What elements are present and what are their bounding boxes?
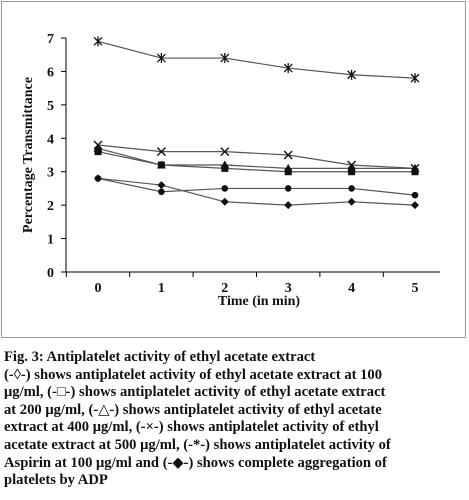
y-tick-label: 6 [47, 65, 54, 80]
y-tick-label: 5 [47, 99, 54, 114]
marker-asterisk [283, 63, 293, 74]
marker-asterisk [410, 73, 420, 84]
x-axis-label: Time (in min) [218, 294, 301, 309]
figure-caption: Fig. 3: Antiplatelet activity of ethyl a… [4, 349, 466, 490]
caption-line: (-◊-) shows antiplatelet activity of eth… [4, 366, 383, 383]
marker-diamond [94, 174, 102, 183]
x-tick-label: 5 [412, 281, 419, 296]
marker-square [221, 164, 229, 172]
marker-asterisk [347, 69, 357, 80]
y-tick-label: 7 [47, 32, 54, 47]
marker-square [157, 161, 165, 169]
marker-diamond [157, 181, 166, 190]
caption-line: extract at 400 μg/ml, (-×-) shows antipl… [4, 419, 379, 436]
marker-circle [158, 188, 165, 196]
marker-circle [284, 185, 292, 192]
marker-diamond [284, 201, 293, 210]
marker-diamond [411, 201, 419, 210]
caption-line: Aspirin at 100 μg/ml and (-◆-) shows com… [4, 454, 387, 471]
caption-line: μg/ml, (-□-) shows antiplatelet activity… [4, 384, 386, 401]
marker-circle [411, 191, 419, 199]
marker-circle [221, 185, 229, 192]
series-line-asterisk [97, 40, 416, 79]
series-line-square [97, 151, 415, 173]
x-tick-label: 2 [221, 281, 228, 296]
marker-diamond [220, 197, 229, 206]
series-line-diamond [97, 177, 416, 206]
y-tick-label: 1 [47, 233, 54, 248]
marker-asterisk [220, 53, 230, 64]
marker-square [411, 168, 419, 176]
marker-x [220, 147, 230, 157]
caption-line: acetate extract at 500 μg/ml, (-*-) show… [4, 436, 391, 453]
chart-frame [1, 1, 466, 338]
y-axis-label: Percentage Transmittance [21, 77, 36, 233]
x-tick-label: 1 [158, 281, 165, 296]
series-line-circle [97, 177, 416, 196]
caption-line: platelets by ADP [4, 472, 108, 489]
marker-diamond [347, 197, 356, 206]
caption-line: at 200 μg/ml, (-△-) shows antiplatelet a… [4, 401, 382, 418]
line-chart: 0 1 2 3 4 5 6 7 0 1 2 3 4 5 Time (in min) Percentage Tr… [21, 32, 440, 309]
marker-square [348, 168, 356, 176]
y-tick-label: 4 [47, 132, 54, 147]
y-tick-label: 3 [47, 166, 54, 181]
x-tick-label: 0 [95, 281, 102, 296]
marker-square [284, 168, 292, 176]
marker-square [94, 148, 102, 156]
x-tick-label: 3 [285, 281, 292, 296]
marker-asterisk [156, 53, 166, 64]
caption-line: Fig. 3: Antiplatelet activity of ethyl a… [4, 349, 316, 365]
series-line-x [97, 144, 416, 169]
y-tick-label: 2 [47, 199, 54, 214]
marker-asterisk [93, 36, 103, 47]
x-tick-label: 4 [348, 281, 355, 296]
marker-x [156, 147, 166, 157]
marker-circle [348, 185, 355, 192]
y-tick-label: 0 [47, 266, 54, 281]
marker-x [283, 150, 293, 160]
